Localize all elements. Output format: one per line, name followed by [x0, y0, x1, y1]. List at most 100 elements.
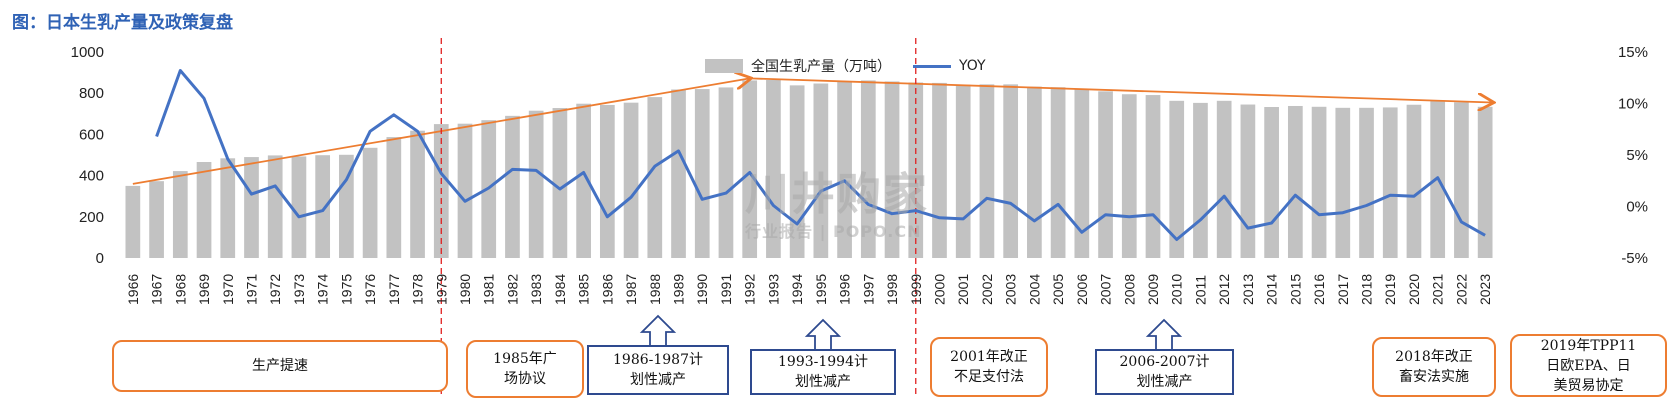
x-tick-1977: 1977	[386, 274, 402, 305]
legend-line-swatch	[913, 64, 951, 68]
x-tick-2008: 2008	[1121, 274, 1137, 305]
legend-item-yoy: YOY	[959, 58, 986, 74]
bar-2007	[1098, 91, 1113, 258]
watermark-sub: 行业报告 | POPO.CN	[745, 222, 922, 241]
left-axis-ticks: 0 200 400 600 800 1000	[71, 44, 104, 267]
up-arrow-1986	[639, 314, 677, 347]
bar-2003	[1003, 84, 1019, 258]
x-tick-1976: 1976	[362, 274, 378, 305]
chart-legend: 全国生乳产量（万吨） YOY	[705, 56, 986, 76]
x-tick-2000: 2000	[931, 274, 947, 305]
x-tick-2010: 2010	[1169, 274, 1185, 305]
trend-line-2	[749, 77, 1493, 102]
watermark: 川井购家 行业报告 | POPO.CN	[745, 158, 929, 242]
bar-2015	[1287, 105, 1303, 258]
x-tick-2013: 2013	[1240, 274, 1256, 305]
x-tick-1996: 1996	[837, 274, 853, 305]
legend-bar-swatch	[705, 59, 743, 73]
bar-2001	[955, 84, 971, 258]
bar-1971	[244, 157, 259, 258]
y-left-tick: 600	[79, 126, 104, 143]
up-arrow-1993	[804, 318, 842, 351]
x-tick-1968: 1968	[172, 274, 188, 305]
bar-2013	[1240, 104, 1256, 258]
bar-1982	[505, 115, 520, 258]
x-tick-1971: 1971	[243, 274, 259, 305]
bar-1991	[718, 87, 734, 258]
bar-2018	[1359, 107, 1374, 259]
annotation-box-8: 2019年TPP11 日欧EPA、日 美贸易协定	[1510, 334, 1667, 397]
x-tick-1993: 1993	[765, 274, 781, 305]
bar-2004	[1027, 86, 1042, 258]
y-right-tick: 10%	[1618, 96, 1648, 113]
x-tick-1997: 1997	[860, 274, 876, 305]
bar-series	[125, 80, 1493, 259]
x-tick-1995: 1995	[813, 274, 829, 305]
x-tick-2004: 2004	[1026, 274, 1042, 305]
annotation-box-7: 2018年改正 畜安法实施	[1372, 337, 1496, 397]
bar-1975	[339, 154, 354, 258]
annotation-box-4: 1993-1994计 划性减产	[750, 349, 896, 395]
x-tick-1967: 1967	[149, 274, 165, 305]
x-tick-2022: 2022	[1453, 274, 1469, 305]
bar-1997	[860, 80, 876, 258]
bar-1994	[789, 85, 805, 258]
x-tick-2009: 2009	[1145, 274, 1161, 305]
bar-1974	[315, 155, 331, 258]
bar-2011	[1193, 102, 1208, 258]
bar-1996	[837, 81, 852, 259]
annotation-box-3: 1986-1987计 划性减产	[587, 345, 729, 395]
bar-1976	[362, 147, 378, 258]
y-left-tick: 0	[96, 250, 104, 267]
x-tick-1980: 1980	[457, 274, 473, 305]
x-tick-2016: 2016	[1311, 274, 1327, 305]
right-axis-ticks: -5% 0% 5% 10% 15%	[1618, 44, 1648, 267]
x-tick-1988: 1988	[647, 274, 663, 305]
x-tick-2001: 2001	[955, 274, 971, 305]
annotation-arrows	[639, 314, 1183, 351]
y-right-tick: 5%	[1626, 147, 1648, 164]
legend-item-production: 全国生乳产量（万吨）	[751, 59, 891, 75]
y-right-tick: -5%	[1621, 250, 1648, 267]
x-tick-2011: 2011	[1192, 275, 1208, 305]
bar-1989	[671, 89, 686, 258]
yoy-line-series	[155, 69, 1486, 241]
watermark-main: 川井购家	[745, 169, 929, 220]
bar-1977	[386, 137, 402, 258]
bar-1984	[552, 108, 568, 258]
x-tick-1985: 1985	[576, 274, 592, 305]
bar-1970	[220, 158, 236, 258]
x-tick-2023: 2023	[1477, 274, 1493, 305]
x-tick-2006: 2006	[1074, 274, 1090, 305]
x-tick-1999: 1999	[908, 274, 924, 305]
bar-1966	[125, 185, 141, 258]
bar-2019	[1382, 107, 1398, 258]
x-tick-1969: 1969	[196, 274, 212, 305]
annotation-box-1: 生产提速	[112, 340, 448, 392]
x-tick-1973: 1973	[291, 274, 307, 305]
x-tick-2007: 2007	[1098, 274, 1114, 305]
y-left-tick: 200	[79, 209, 104, 226]
y-left-tick: 800	[79, 85, 104, 102]
x-tick-2002: 2002	[979, 274, 995, 305]
x-tick-1978: 1978	[410, 274, 426, 305]
x-tick-1992: 1992	[742, 274, 758, 305]
bar-1972	[267, 155, 283, 258]
bar-2009	[1145, 95, 1161, 258]
bar-1988	[647, 97, 663, 258]
bar-1973	[291, 156, 307, 258]
x-tick-1979: 1979	[433, 274, 449, 305]
bar-1985	[576, 103, 591, 259]
bar-2016	[1311, 106, 1327, 259]
bar-1990	[694, 89, 710, 258]
y-right-tick: 15%	[1618, 44, 1648, 61]
bar-2014	[1264, 107, 1279, 258]
annotation-box-5: 2001年改正 不足支付法	[930, 337, 1048, 397]
bar-2012	[1216, 100, 1232, 259]
bar-1987	[623, 102, 639, 259]
x-tick-2005: 2005	[1050, 274, 1066, 305]
bar-1993	[766, 80, 781, 259]
y-left-tick: 400	[79, 168, 104, 185]
bar-2017	[1335, 107, 1351, 259]
